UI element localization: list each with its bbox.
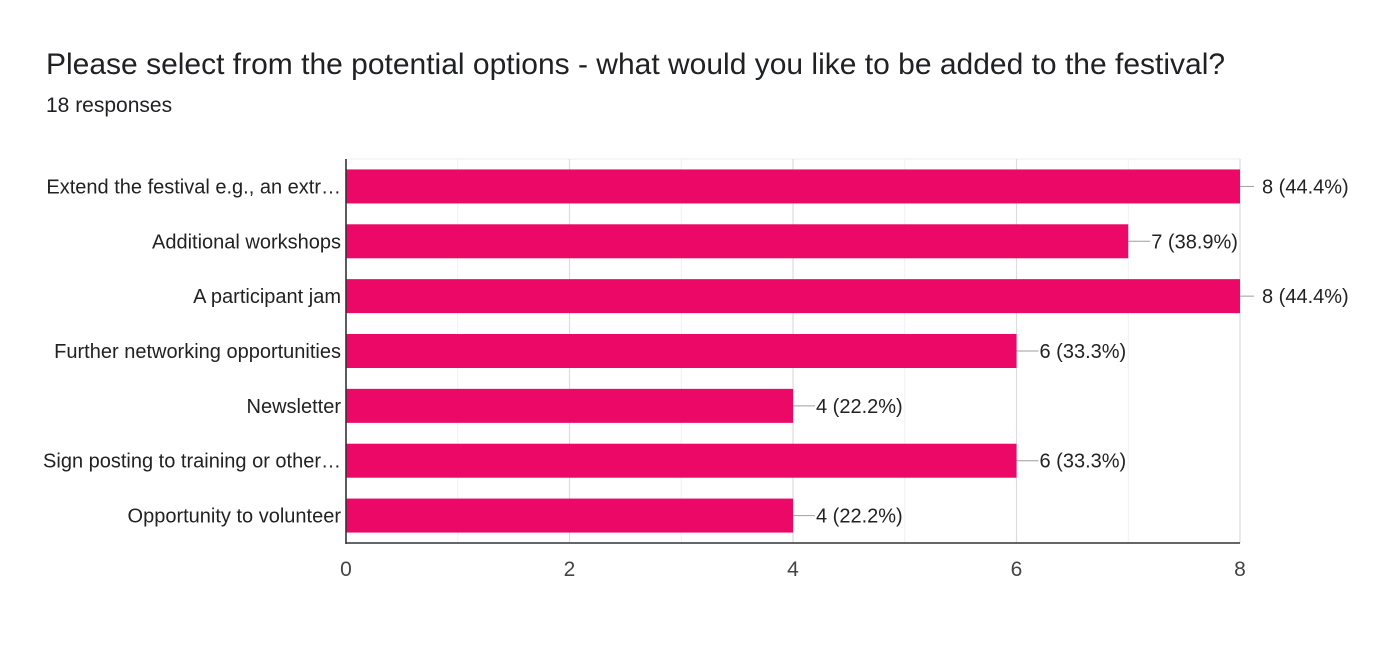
data-label: 7 (38.9%) bbox=[1151, 231, 1238, 253]
data-label: 4 (22.2%) bbox=[816, 506, 903, 528]
data-label: 8 (44.4%) bbox=[1262, 176, 1349, 198]
category-label: Further networking opportunities bbox=[54, 341, 341, 363]
data-label: 4 (22.2%) bbox=[816, 396, 903, 418]
x-tick-label: 4 bbox=[787, 558, 799, 581]
category-label: A participant jam bbox=[193, 286, 341, 308]
bar bbox=[346, 334, 1017, 368]
category-label: Sign posting to training or other… bbox=[43, 451, 341, 473]
category-label: Opportunity to volunteer bbox=[128, 506, 342, 528]
chart-axes: Extend the festival e.g., an extr… Additi… bbox=[43, 159, 1246, 581]
bar bbox=[346, 224, 1129, 259]
x-tick-label: 8 bbox=[1234, 558, 1246, 581]
bar bbox=[346, 443, 1017, 478]
chart-bars: 8 (44.4%) 7 (38.9%) 8 (44.4%) 6 (33.3%) 4 (2… bbox=[346, 169, 1349, 533]
bar bbox=[346, 279, 1240, 314]
bar bbox=[346, 388, 793, 423]
category-label: Additional workshops bbox=[152, 231, 341, 253]
question-title: Please select from the potential options… bbox=[46, 48, 1226, 81]
bar bbox=[346, 169, 1240, 204]
x-tick-label: 2 bbox=[564, 558, 576, 581]
x-tick-label: 0 bbox=[340, 558, 352, 581]
x-tick-label: 6 bbox=[1011, 558, 1023, 581]
data-label: 6 (33.3%) bbox=[1040, 341, 1127, 363]
bar bbox=[346, 498, 793, 533]
responses-count: 18 responses bbox=[46, 94, 173, 117]
category-label: Extend the festival e.g., an extr… bbox=[46, 176, 341, 198]
category-label: Newsletter bbox=[247, 396, 342, 418]
data-label: 8 (44.4%) bbox=[1262, 286, 1349, 308]
data-label: 6 (33.3%) bbox=[1040, 451, 1127, 473]
